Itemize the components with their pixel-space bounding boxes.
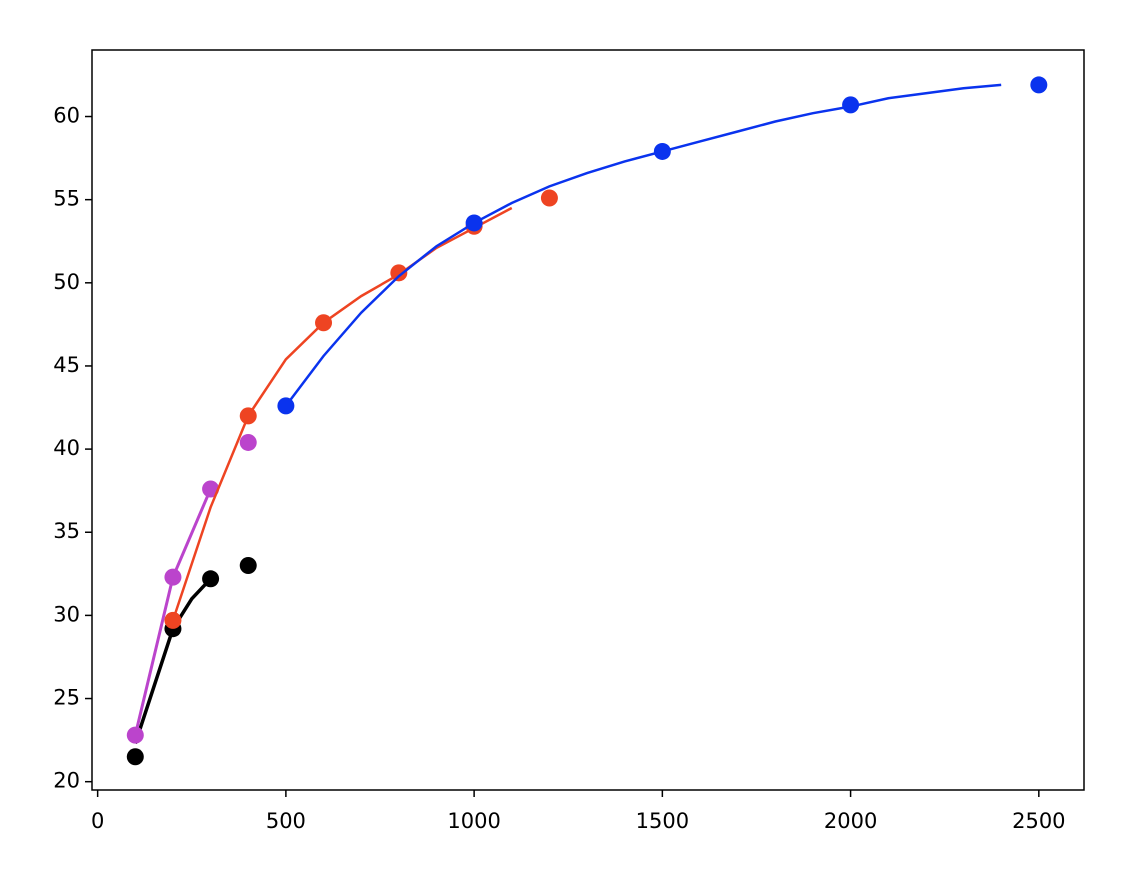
x-tick-label: 500 xyxy=(266,809,306,833)
y-tick-label: 25 xyxy=(53,686,80,710)
y-tick-label: 35 xyxy=(53,519,80,543)
x-tick-label: 0 xyxy=(91,809,104,833)
data-point xyxy=(239,407,257,425)
data-point xyxy=(164,568,182,586)
y-tick-label: 60 xyxy=(53,104,80,128)
data-point xyxy=(842,96,860,114)
y-tick-label: 55 xyxy=(53,187,80,211)
y-tick-label: 20 xyxy=(53,769,80,793)
data-point xyxy=(653,142,671,160)
y-tick-label: 45 xyxy=(53,353,80,377)
data-point xyxy=(202,570,220,588)
y-tick-label: 40 xyxy=(53,436,80,460)
x-tick-label: 2500 xyxy=(1012,809,1065,833)
plot-frame xyxy=(91,49,1085,791)
x-tick-label: 1500 xyxy=(636,809,689,833)
x-tick-label: 1000 xyxy=(447,809,500,833)
series-line xyxy=(133,577,212,744)
data-point xyxy=(277,397,295,415)
data-point xyxy=(390,264,408,282)
x-tick-label: 2000 xyxy=(824,809,877,833)
data-point xyxy=(465,214,483,232)
data-point xyxy=(126,748,144,766)
data-point xyxy=(239,433,257,451)
y-tick-label: 30 xyxy=(53,602,80,626)
data-point xyxy=(540,189,558,207)
data-point xyxy=(126,726,144,744)
data-point xyxy=(202,480,220,498)
data-point xyxy=(239,557,257,575)
plot-area xyxy=(92,50,1084,790)
data-point xyxy=(315,314,333,332)
y-tick-label: 50 xyxy=(53,270,80,294)
data-point xyxy=(1030,76,1048,94)
series-line xyxy=(171,206,513,621)
series-line xyxy=(284,83,1002,407)
data-point xyxy=(164,611,182,629)
